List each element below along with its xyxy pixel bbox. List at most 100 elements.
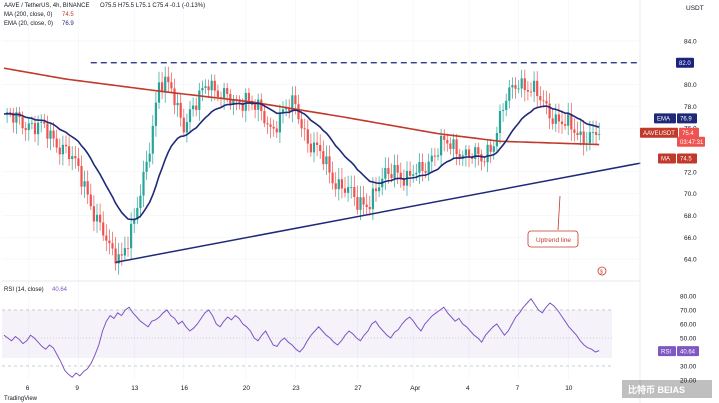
legend: AAVE / TetherUS, 4h, BINANCE O75.5 H75.5…	[4, 3, 205, 293]
candle	[421, 162, 424, 171]
time-tick: 6	[26, 385, 30, 392]
price-tick: 64.0	[684, 257, 697, 264]
candle	[418, 162, 421, 173]
candle	[554, 114, 557, 124]
candle	[588, 132, 591, 144]
ema-label: 76.9	[680, 117, 692, 123]
candle	[570, 114, 573, 130]
candle	[9, 112, 12, 114]
candle	[77, 158, 80, 166]
rsi-tag: RSI	[661, 349, 671, 355]
candle	[43, 121, 46, 124]
quote-currency: USDT	[686, 5, 704, 12]
time-tick: 4	[466, 385, 470, 392]
candle	[151, 125, 154, 154]
candle	[378, 187, 381, 192]
candle	[291, 95, 294, 112]
rsi-label-bg	[677, 346, 699, 357]
candle	[170, 82, 173, 89]
candle	[591, 132, 595, 133]
candle	[46, 123, 49, 139]
price-tick: 72.0	[684, 169, 697, 176]
candle	[192, 105, 195, 110]
candle	[195, 105, 198, 110]
candle	[415, 172, 418, 175]
candle	[83, 181, 86, 187]
candle	[517, 88, 520, 90]
ma-tag-bg	[658, 153, 676, 164]
candle	[489, 144, 492, 152]
candle	[424, 170, 427, 173]
candle	[95, 214, 99, 222]
candle	[201, 87, 204, 91]
candle	[368, 207, 371, 210]
candle	[74, 156, 77, 159]
candle	[285, 107, 288, 110]
candle	[529, 91, 533, 93]
candle	[179, 102, 182, 118]
level-label-bg	[676, 57, 694, 68]
candle	[449, 143, 452, 149]
candle	[204, 86, 207, 88]
candle	[21, 117, 24, 129]
candle	[37, 122, 40, 135]
candle	[396, 164, 399, 173]
event-icon-glyph: $	[600, 270, 603, 276]
candle	[452, 139, 455, 149]
candle	[474, 147, 477, 159]
annotation: Uptrend line	[527, 195, 579, 248]
rsi-legend: RSI (14, close)	[4, 287, 44, 293]
candle	[269, 124, 272, 127]
candle	[477, 147, 480, 155]
candle	[123, 248, 126, 256]
ema-legend: EMA (20, close, 0)	[4, 21, 53, 27]
candle	[443, 135, 446, 140]
candle	[176, 102, 179, 106]
uptrend-annotation: Uptrend line	[536, 237, 571, 244]
rsi-tag-bg	[658, 346, 676, 357]
candle	[241, 102, 244, 111]
candle	[130, 223, 133, 249]
candle	[210, 80, 213, 91]
candle	[436, 155, 440, 157]
rsi-tick: 80.00	[680, 294, 697, 301]
rsi-tick: 60.00	[680, 322, 697, 329]
ema-tag-bg	[654, 113, 676, 124]
candle	[343, 188, 347, 193]
candle	[458, 154, 461, 159]
candle	[142, 171, 145, 196]
candle	[173, 88, 176, 106]
candle	[275, 128, 278, 133]
candle	[340, 179, 343, 189]
candle	[24, 128, 27, 131]
event-icon[interactable]	[597, 266, 607, 276]
price-tick: 66.0	[684, 235, 697, 242]
candle	[483, 161, 486, 163]
candle	[281, 109, 285, 113]
candle	[371, 188, 374, 210]
countdown-label: 03:47:31	[680, 140, 704, 146]
candle	[86, 181, 89, 195]
candle	[551, 118, 554, 124]
candle	[384, 168, 387, 179]
candle	[539, 96, 542, 101]
candle	[402, 179, 405, 186]
candle	[356, 196, 359, 210]
candle	[154, 102, 157, 126]
trendline	[115, 162, 641, 264]
price-label: 75.4	[682, 131, 694, 137]
candle	[92, 206, 95, 222]
candle	[52, 130, 55, 139]
candle	[111, 243, 114, 249]
grid-lines	[2, 0, 640, 380]
candle	[136, 208, 139, 220]
candle	[114, 248, 117, 264]
candle	[595, 132, 598, 135]
candle	[99, 214, 102, 223]
rsi-tick: 30.00	[680, 364, 697, 371]
candle	[312, 142, 316, 153]
ema-20-line	[3, 102, 600, 221]
candle	[322, 151, 325, 165]
candle	[254, 104, 257, 110]
candle	[582, 131, 585, 145]
